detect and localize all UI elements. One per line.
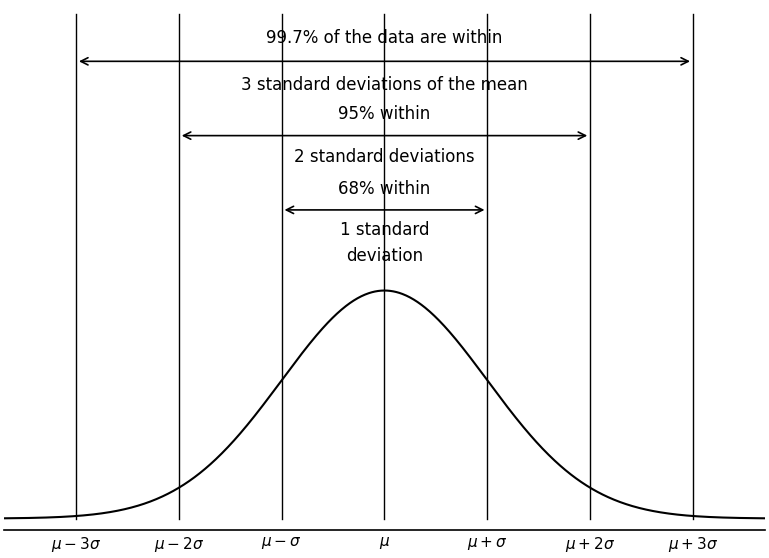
- Text: 1 standard: 1 standard: [340, 222, 429, 239]
- Text: deviation: deviation: [346, 247, 423, 265]
- Text: 2 standard deviations: 2 standard deviations: [295, 148, 474, 166]
- Text: 95% within: 95% within: [338, 105, 431, 123]
- Text: 99.7% of the data are within: 99.7% of the data are within: [266, 29, 503, 47]
- Text: 68% within: 68% within: [338, 180, 431, 199]
- Text: 3 standard deviations of the mean: 3 standard deviations of the mean: [241, 75, 528, 94]
